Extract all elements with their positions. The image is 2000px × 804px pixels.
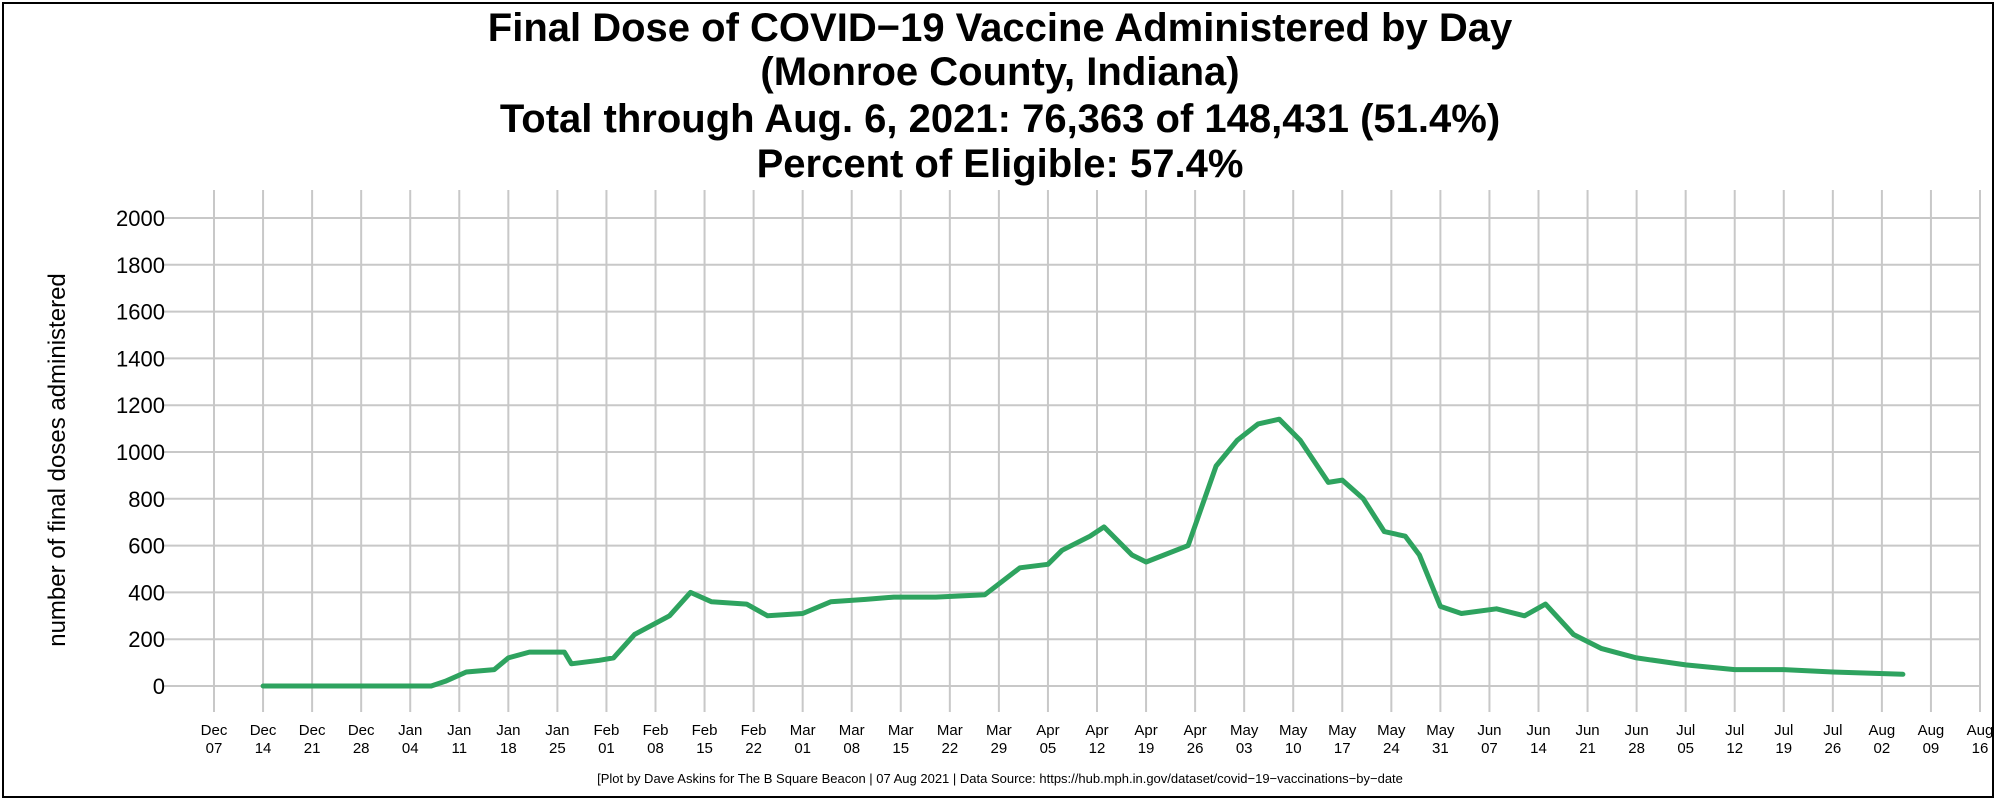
x-tick-month: Mar — [888, 722, 914, 739]
y-tick-label: 1400 — [116, 346, 165, 371]
x-tick-day: 07 — [206, 740, 223, 757]
x-tick-day: 14 — [1530, 740, 1547, 757]
x-tick-month: Apr — [1183, 722, 1206, 739]
x-tick-month: Aug — [1967, 722, 1994, 739]
x-tick-day: 21 — [1579, 740, 1596, 757]
x-tick-day: 25 — [549, 740, 566, 757]
y-tick-label: 1200 — [116, 393, 165, 418]
grid-layer — [164, 190, 1981, 712]
x-tick-month: May — [1328, 722, 1357, 739]
y-tick-label: 1800 — [116, 253, 165, 278]
x-tick-day: 17 — [1334, 740, 1351, 757]
x-tick-month: Jan — [545, 722, 569, 739]
x-tick-month: Dec — [348, 722, 375, 739]
chart-title-line-3: Total through Aug. 6, 2021: 76,363 of 14… — [499, 97, 1501, 141]
x-tick-month: Jan — [398, 722, 422, 739]
x-tick-day: 18 — [500, 740, 517, 757]
x-tick-month: Mar — [790, 722, 816, 739]
x-tick-day: 28 — [1628, 740, 1645, 757]
x-tick-month: May — [1230, 722, 1259, 739]
x-tick-month: Aug — [1869, 722, 1896, 739]
x-tick-month: Jul — [1823, 722, 1842, 739]
x-tick-day: 22 — [941, 740, 958, 757]
y-tick-label: 1600 — [116, 300, 165, 325]
x-tick-month: Dec — [201, 722, 228, 739]
y-tick-label: 800 — [128, 487, 165, 512]
y-tick-label: 1000 — [116, 440, 165, 465]
x-tick-day: 12 — [1089, 740, 1106, 757]
x-tick-day: 08 — [647, 740, 664, 757]
x-tick-month: May — [1426, 722, 1455, 739]
x-tick-month: May — [1377, 722, 1406, 739]
y-tick-label: 0 — [153, 674, 165, 699]
x-tick-month: Jun — [1575, 722, 1599, 739]
x-tick-day: 01 — [598, 740, 615, 757]
x-tick-day: 19 — [1138, 740, 1155, 757]
x-tick-month: Mar — [839, 722, 865, 739]
x-tick-month: Jan — [496, 722, 520, 739]
x-tick-month: Jul — [1725, 722, 1744, 739]
x-tick-day: 19 — [1775, 740, 1792, 757]
x-tick-month: Jun — [1526, 722, 1550, 739]
x-tick-day: 05 — [1677, 740, 1694, 757]
x-tick-day: 07 — [1481, 740, 1498, 757]
x-tick-month: Dec — [250, 722, 277, 739]
x-tick-month: Apr — [1036, 722, 1059, 739]
x-tick-day: 04 — [402, 740, 419, 757]
x-tick-day: 01 — [794, 740, 811, 757]
x-tick-day: 05 — [1040, 740, 1057, 757]
y-tick-label: 2000 — [116, 206, 165, 231]
x-tick-day: 29 — [991, 740, 1008, 757]
x-tick-day: 03 — [1236, 740, 1253, 757]
rolling-average-line — [260, 416, 1906, 689]
x-tick-month: Feb — [692, 722, 718, 739]
x-tick-day: 28 — [353, 740, 370, 757]
x-tick-day: 08 — [843, 740, 860, 757]
x-tick-day: 02 — [1874, 740, 1891, 757]
line-layer — [260, 416, 1906, 689]
x-tick-day: 15 — [696, 740, 713, 757]
y-tick-label: 400 — [128, 580, 165, 605]
x-tick-day: 21 — [304, 740, 321, 757]
x-tick-month: Aug — [1918, 722, 1945, 739]
x-tick-day: 26 — [1824, 740, 1841, 757]
x-tick-month: Feb — [643, 722, 669, 739]
x-tick-day: 26 — [1187, 740, 1204, 757]
x-tick-day: 22 — [745, 740, 762, 757]
y-tick-layer: 0 200 400 600 800 1000 1200 1400 1600 1800 2000 — [116, 206, 165, 699]
chart-caption: [Plot by Dave Askins for The B Square Be… — [597, 771, 1403, 786]
x-tick-month: Jul — [1676, 722, 1695, 739]
x-tick-month: Jul — [1774, 722, 1793, 739]
x-tick-day: 14 — [255, 740, 272, 757]
chart-title-line-2: (Monroe County, Indiana) — [760, 50, 1240, 94]
x-tick-month: Feb — [741, 722, 767, 739]
y-tick-label: 200 — [128, 627, 165, 652]
x-tick-month: Jun — [1477, 722, 1501, 739]
x-tick-month: Jan — [447, 722, 471, 739]
x-tick-month: Apr — [1085, 722, 1108, 739]
x-tick-day: 16 — [1972, 740, 1989, 757]
x-tick-month: Apr — [1134, 722, 1157, 739]
x-tick-day: 31 — [1432, 740, 1449, 757]
x-tick-layer: Dec07Dec14Dec21Dec28Jan04Jan11Jan18Jan25… — [201, 722, 1994, 757]
x-tick-month: Dec — [299, 722, 326, 739]
x-tick-day: 15 — [892, 740, 909, 757]
x-tick-month: Mar — [986, 722, 1012, 739]
x-tick-month: Mar — [937, 722, 963, 739]
x-tick-month: May — [1279, 722, 1308, 739]
x-tick-day: 11 — [451, 740, 467, 757]
x-tick-day: 10 — [1285, 740, 1302, 757]
y-tick-label: 600 — [128, 534, 165, 559]
x-tick-day: 12 — [1726, 740, 1743, 757]
chart-title-line-4: Percent of Eligible: 57.4% — [756, 142, 1244, 186]
x-tick-day: 24 — [1383, 740, 1400, 757]
x-tick-month: Jun — [1625, 722, 1649, 739]
chart-title-line-1: Final Dose of COVID−19 Vaccine Administe… — [487, 6, 1513, 50]
x-tick-month: Feb — [594, 722, 620, 739]
x-tick-day: 09 — [1923, 740, 1940, 757]
